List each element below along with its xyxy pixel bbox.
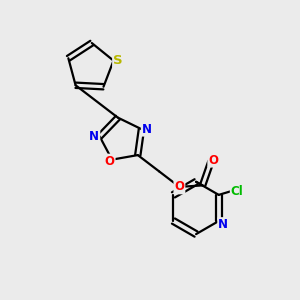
Text: O: O	[105, 154, 115, 168]
Text: O: O	[174, 180, 184, 194]
Text: N: N	[89, 130, 99, 143]
Text: Cl: Cl	[231, 185, 244, 198]
Text: O: O	[208, 154, 218, 166]
Text: N: N	[142, 123, 152, 136]
Text: N: N	[218, 218, 228, 231]
Text: S: S	[113, 54, 123, 67]
